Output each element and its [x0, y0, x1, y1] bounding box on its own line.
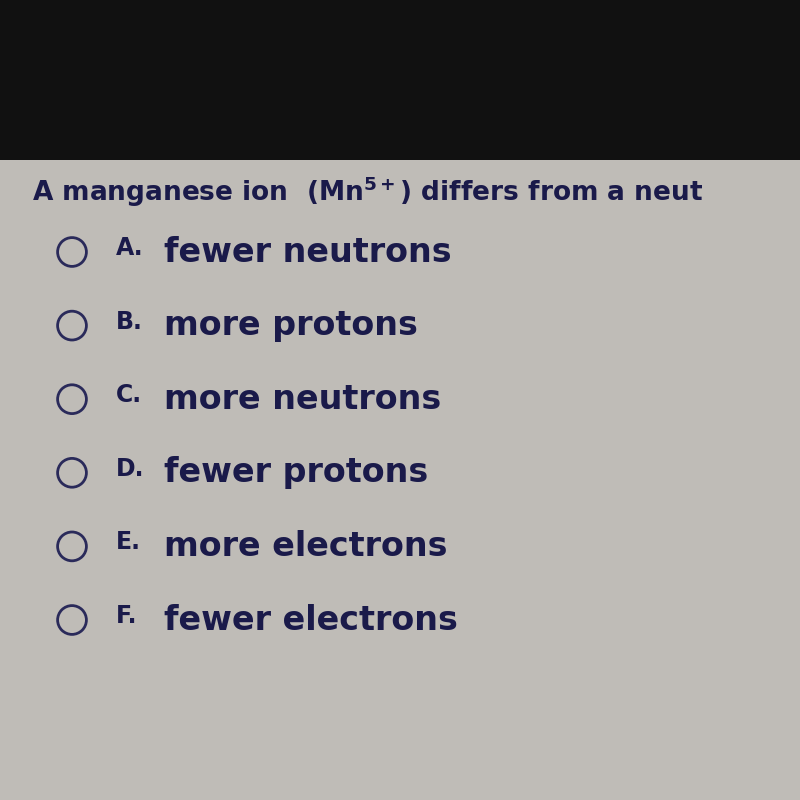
Text: more electrons: more electrons: [164, 530, 447, 563]
Text: F.: F.: [116, 604, 138, 628]
Text: A manganese ion  (Mn$\mathregular{^{5+}}$) differs from a neut: A manganese ion (Mn$\mathregular{^{5+}}$…: [32, 174, 703, 210]
Text: fewer protons: fewer protons: [164, 456, 428, 490]
Text: B.: B.: [116, 310, 143, 334]
Text: A.: A.: [116, 236, 144, 260]
Text: fewer electrons: fewer electrons: [164, 603, 458, 637]
Text: E.: E.: [116, 530, 141, 554]
Bar: [0, 0, 800, 160]
Bar: [0, 160, 800, 800]
Text: fewer neutrons: fewer neutrons: [164, 235, 452, 269]
Text: more neutrons: more neutrons: [164, 382, 442, 416]
Text: D.: D.: [116, 457, 145, 481]
Text: C.: C.: [116, 383, 142, 407]
Text: more protons: more protons: [164, 309, 418, 342]
